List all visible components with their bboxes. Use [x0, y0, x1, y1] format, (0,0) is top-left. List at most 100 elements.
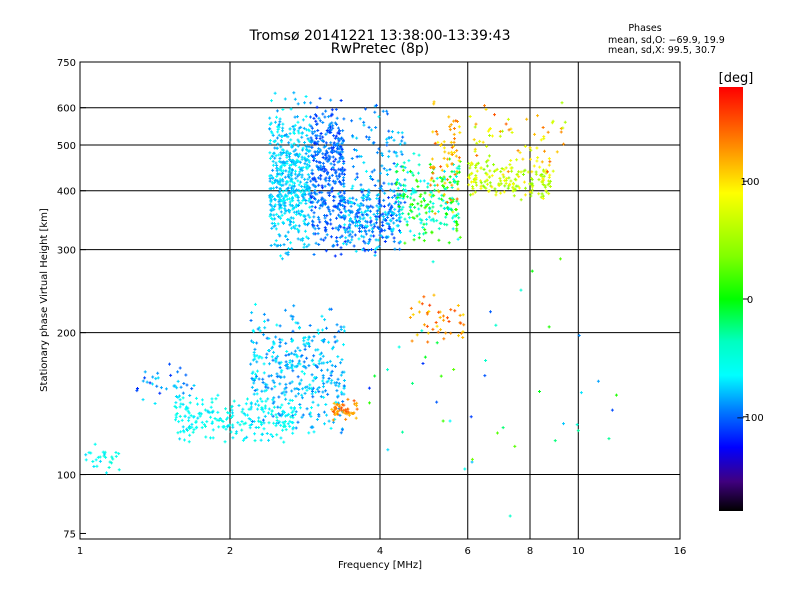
data-point [341, 182, 345, 186]
data-point [398, 219, 402, 223]
data-point [280, 199, 284, 203]
data-point [343, 168, 347, 172]
data-point [474, 164, 478, 168]
data-point [302, 219, 306, 223]
data-point [331, 244, 335, 248]
data-point [295, 188, 299, 192]
data-point [307, 129, 311, 133]
data-point [268, 156, 272, 160]
data-point [439, 204, 443, 208]
data-point [330, 112, 334, 116]
data-point [290, 366, 294, 370]
data-point [260, 356, 264, 360]
data-point [84, 453, 88, 457]
data-point [338, 172, 342, 176]
data-point [354, 198, 358, 202]
data-point [227, 411, 231, 415]
data-point [330, 407, 334, 411]
data-point [331, 179, 335, 183]
data-point [309, 140, 313, 144]
data-point [303, 229, 307, 233]
data-point [509, 127, 513, 131]
data-point [151, 382, 155, 386]
data-point [279, 151, 283, 155]
x-axis-ticks: 1 2 4 6 8 10 16 [77, 546, 687, 557]
data-point [251, 340, 255, 344]
x-tick-label: 16 [674, 546, 687, 557]
data-point [442, 337, 446, 341]
data-point [366, 248, 370, 252]
data-point [281, 420, 285, 424]
data-point [275, 136, 279, 140]
data-point [324, 229, 328, 233]
data-point [309, 414, 313, 418]
data-point [450, 153, 454, 157]
data-point [305, 163, 309, 167]
data-point [399, 201, 403, 205]
data-point [272, 421, 276, 425]
data-point [283, 424, 287, 428]
data-point [435, 324, 439, 328]
data-point [341, 400, 345, 404]
data-point [427, 215, 431, 219]
data-point [102, 454, 106, 458]
data-point [307, 344, 311, 348]
data-point [357, 211, 361, 215]
data-point [502, 168, 506, 172]
data-point [322, 340, 326, 344]
data-point [428, 162, 432, 166]
data-point [332, 168, 336, 172]
data-point [327, 419, 331, 423]
data-point [292, 149, 296, 153]
data-point [293, 172, 297, 176]
data-point [322, 199, 326, 203]
data-point [380, 164, 384, 168]
data-point [455, 149, 459, 153]
data-point [352, 244, 356, 248]
data-point [455, 223, 459, 227]
data-point [336, 177, 340, 181]
data-point [373, 250, 377, 254]
data-point [375, 151, 379, 155]
data-point [278, 177, 282, 181]
data-point [271, 217, 275, 221]
data-point [184, 373, 188, 377]
data-point [285, 197, 289, 201]
data-point [334, 383, 338, 387]
data-point [337, 213, 341, 217]
data-point [337, 147, 341, 151]
data-point [277, 190, 281, 194]
data-point [305, 187, 309, 191]
data-point [360, 248, 364, 252]
data-point [321, 354, 325, 358]
data-point [346, 410, 350, 414]
data-point [266, 411, 270, 415]
data-point [530, 185, 534, 189]
data-point [296, 144, 300, 148]
data-point [311, 183, 315, 187]
data-point [409, 202, 413, 206]
data-point [513, 444, 517, 448]
data-point [401, 192, 405, 196]
data-point [338, 181, 342, 185]
phase-stats-o: mean, sd,O: −69.9, 19.9 [608, 35, 725, 46]
data-point [526, 170, 530, 174]
data-point [403, 241, 407, 245]
data-point [387, 149, 391, 153]
data-point [288, 158, 292, 162]
data-point [290, 363, 294, 367]
data-point [409, 306, 413, 310]
data-point [266, 386, 270, 390]
data-point [214, 397, 218, 401]
data-point [280, 194, 284, 198]
data-point [265, 432, 269, 436]
data-point [475, 141, 479, 145]
data-point [369, 204, 373, 208]
data-point [278, 120, 282, 124]
data-point [444, 331, 448, 335]
data-point [575, 423, 579, 427]
data-point [340, 215, 344, 219]
data-point [300, 396, 304, 400]
data-point [367, 401, 371, 405]
